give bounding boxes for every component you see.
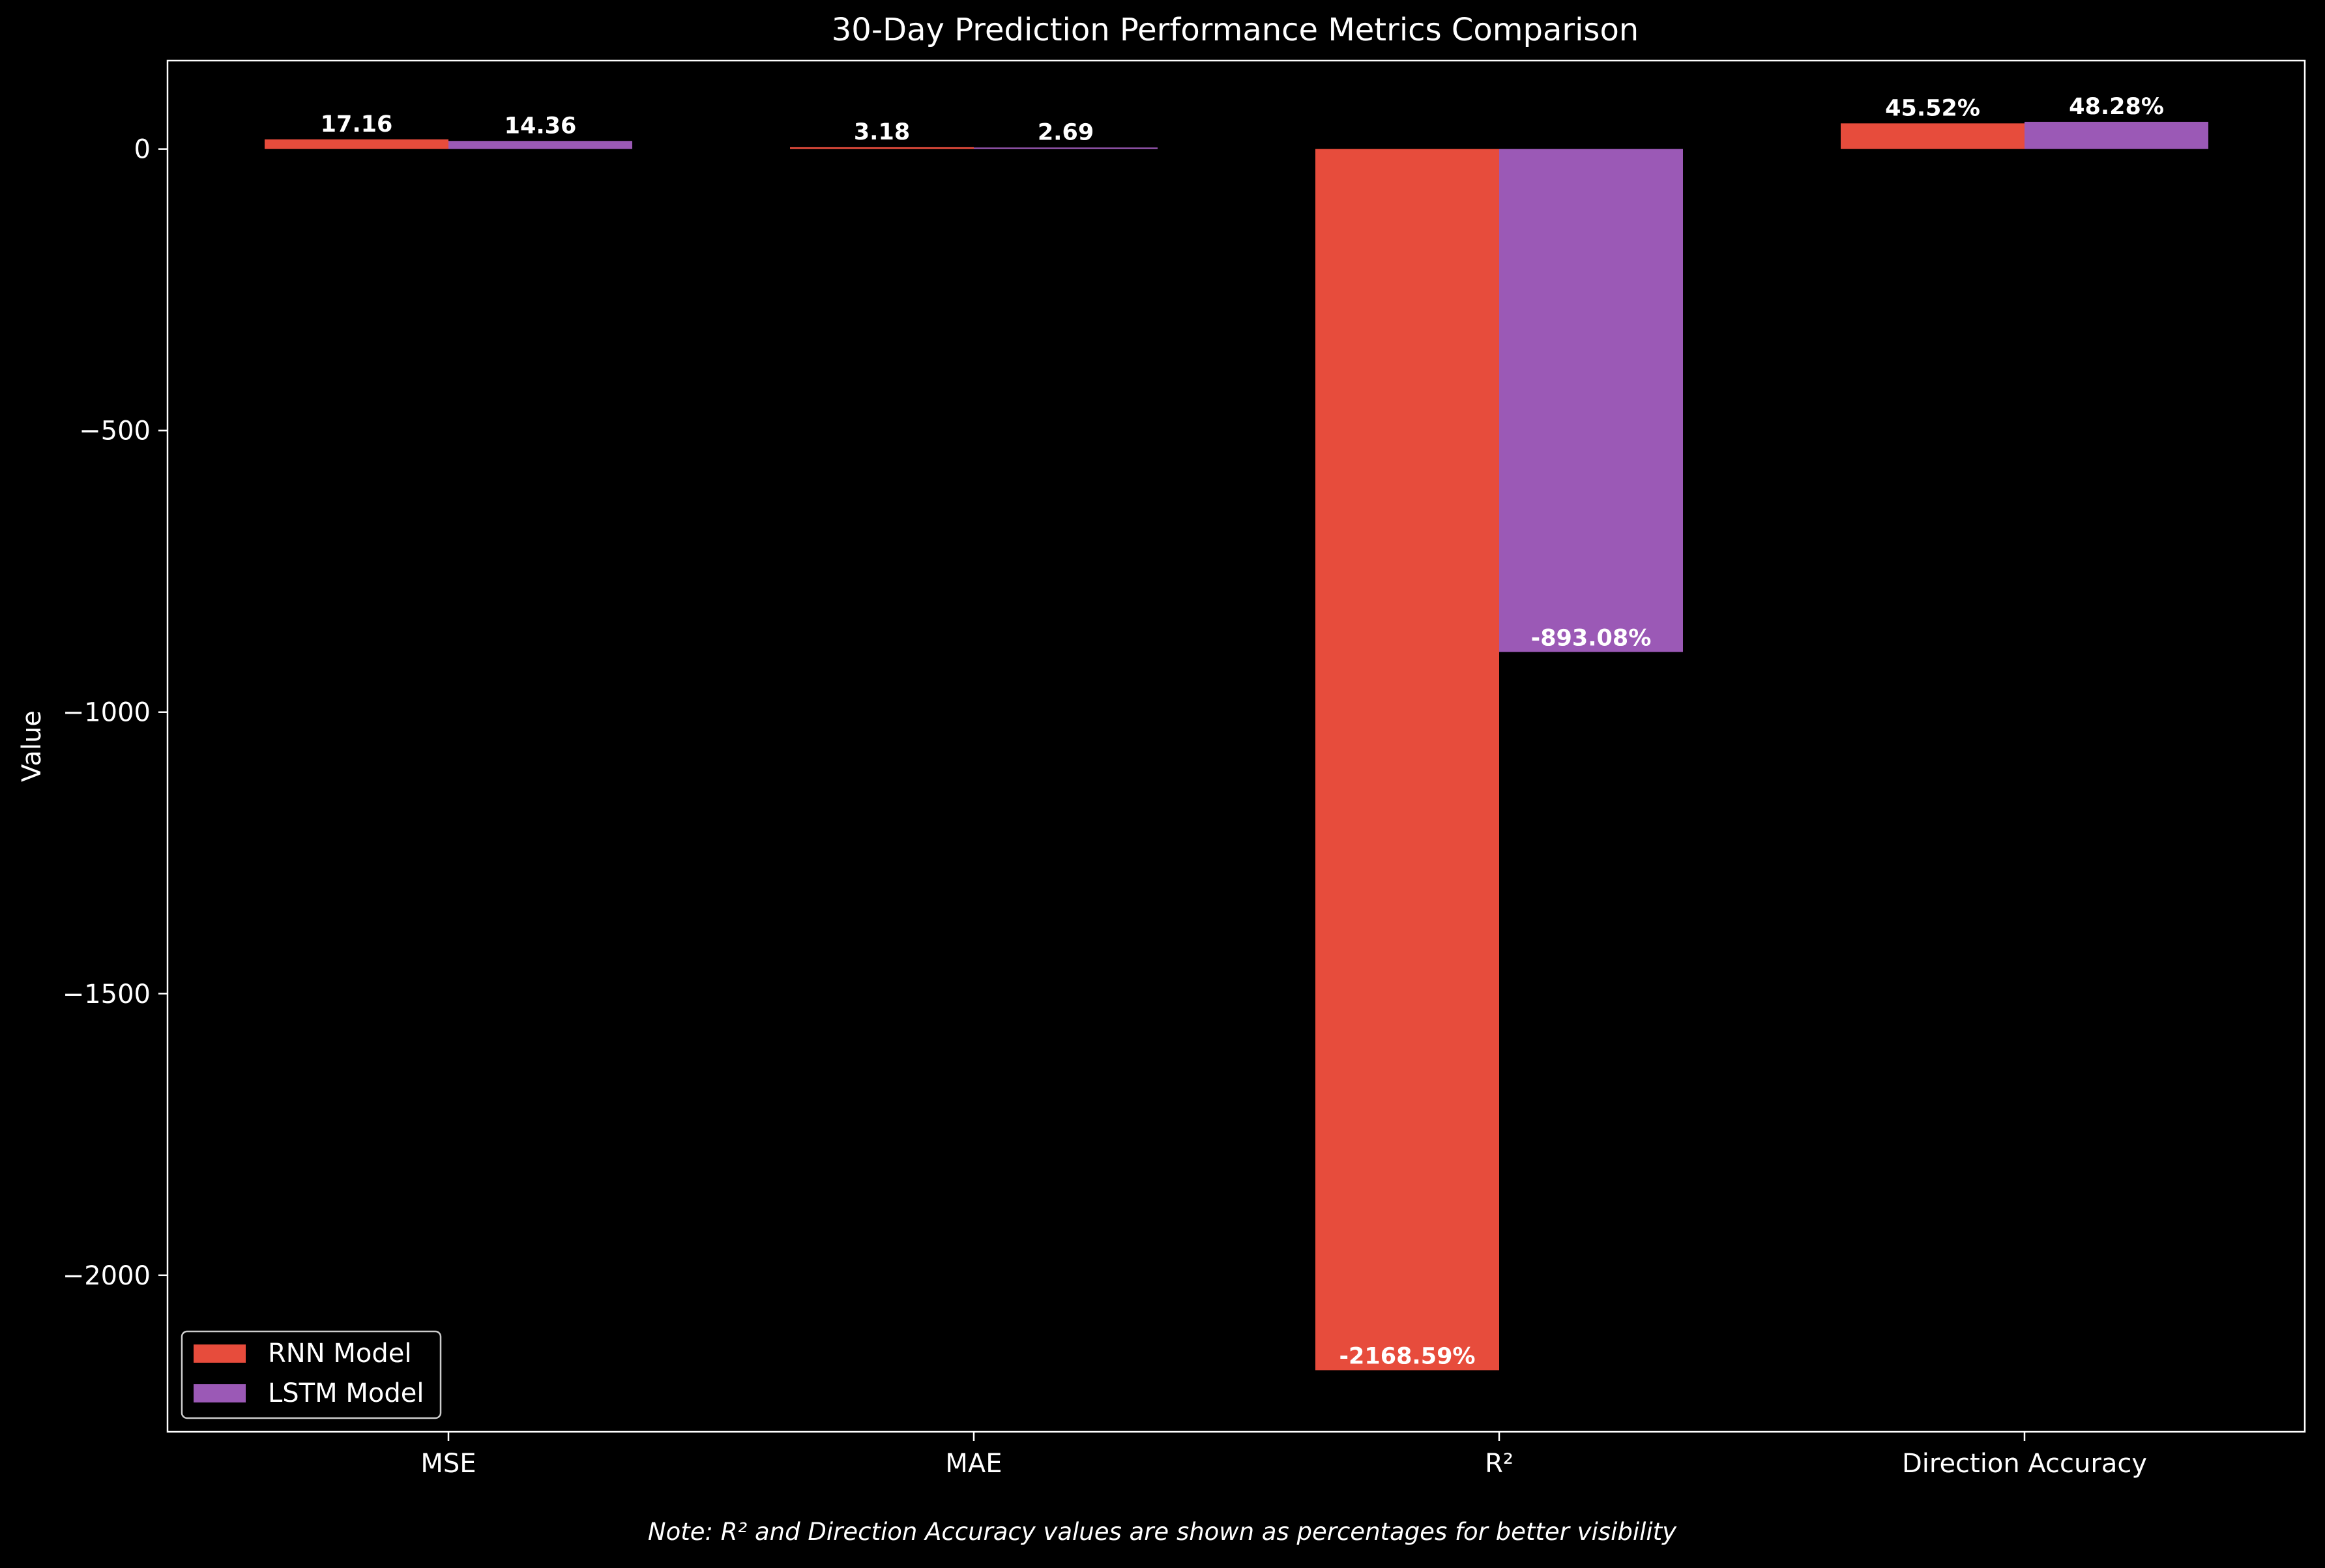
y-axis: 0 −500 −1000 −1500 −2000: [63, 135, 168, 1291]
bar-rnn-modelmse: [265, 139, 448, 149]
bar-lstm-modelmse: [448, 141, 632, 149]
y-tick-label: −2000: [63, 1261, 151, 1291]
y-tick-label: −1000: [63, 698, 151, 728]
bar-lstm-modelr: [1499, 149, 1683, 652]
bar-lstm-modeldirection-accuracy: [2025, 121, 2208, 149]
bar-value-label-lstm-modelmae: 2.69: [1038, 119, 1094, 145]
chart-note: Note: R² and Direction Accuracy values a…: [648, 1518, 1677, 1546]
bar-lstm-modelmae: [974, 147, 1158, 149]
bar-value-label-rnn-modeldirection-accuracy: 45.52%: [1885, 95, 1980, 121]
x-tick-label: R²: [1485, 1449, 1513, 1479]
legend-label-lstm: LSTM Model: [268, 1378, 424, 1408]
x-tick-label: Direction Accuracy: [1902, 1449, 2147, 1479]
y-tick-label: −1500: [63, 980, 151, 1009]
y-tick-label: 0: [134, 135, 151, 165]
bar-labels-group: 17.16 14.36 3.18 2.69 -2168.59% -893.08% 45.52…: [321, 94, 2164, 1370]
legend-label-rnn: RNN Model: [268, 1339, 411, 1369]
bar-value-label-rnn-modelr: -2168.59%: [1339, 1343, 1475, 1369]
bar-value-label-rnn-modelmae: 3.18: [854, 119, 910, 145]
bar-rnn-modelr: [1315, 149, 1499, 1371]
bar-value-label-lstm-modelmse: 14.36: [504, 113, 577, 139]
x-tick-label: MAE: [945, 1449, 1002, 1479]
x-tick-label: MSE: [420, 1449, 476, 1479]
bar-value-label-lstm-modeldirection-accuracy: 48.28%: [2069, 94, 2164, 120]
x-axis: MSE MAE R² Direction Accuracy: [420, 1432, 2147, 1479]
y-axis-label: Value: [17, 710, 47, 782]
y-tick-label: −500: [79, 416, 151, 446]
bar-value-label-lstm-modelr: -893.08%: [1531, 625, 1652, 651]
bars-group: [265, 121, 2208, 1371]
legend-swatch-lstm: [194, 1384, 246, 1402]
legend: RNN Model LSTM Model: [181, 1330, 442, 1419]
bar-rnn-modeldirection-accuracy: [1841, 123, 2025, 149]
bar-value-label-rnn-modelmse: 17.16: [321, 111, 393, 138]
chart-title: 30-Day Prediction Performance Metrics Co…: [832, 12, 1639, 48]
plot-frame: [166, 59, 2306, 1433]
legend-swatch-rnn: [194, 1344, 246, 1363]
bar-rnn-modelmae: [790, 147, 974, 149]
legend-frame: [181, 1330, 442, 1419]
